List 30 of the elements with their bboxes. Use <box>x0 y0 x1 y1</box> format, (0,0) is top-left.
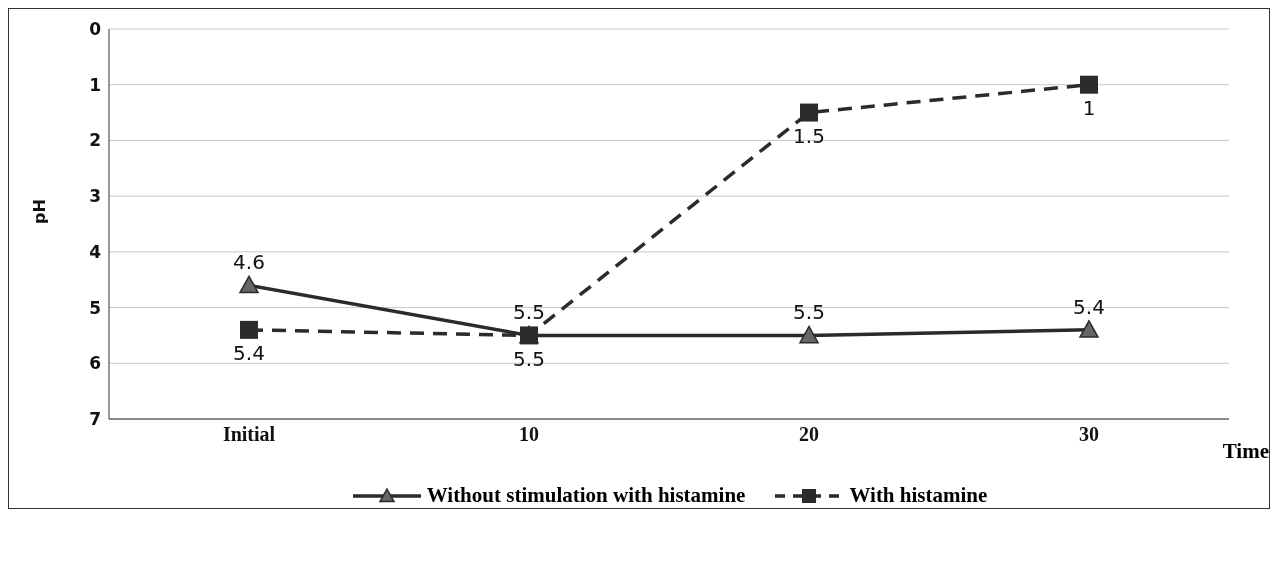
data-label: 5.4 <box>1073 294 1105 319</box>
point <box>799 325 819 344</box>
y-axis-title: pH <box>29 199 49 224</box>
y-tick-label: 1 <box>89 74 101 95</box>
data-label: 5.5 <box>513 300 545 325</box>
y-tick-label: 4 <box>89 241 102 262</box>
y-tick-label: 5 <box>89 297 101 318</box>
data-label: 1.5 <box>793 123 825 148</box>
y-tick-label: 6 <box>89 353 101 374</box>
legend-label: Without stimulation with histamine <box>426 483 746 508</box>
data-label: 4.6 <box>233 250 265 275</box>
x-tick-label: 10 <box>519 423 539 446</box>
y-tick-label: 3 <box>89 186 101 207</box>
x-tick-label: 30 <box>1079 423 1099 446</box>
x-tick-label: 20 <box>799 423 819 446</box>
point <box>1080 75 1098 94</box>
point <box>1079 320 1099 338</box>
x-axis-title: Time <box>1222 439 1269 464</box>
point <box>239 275 259 294</box>
y-tick-label: 7 <box>89 409 101 430</box>
data-label: 1 <box>1082 95 1096 120</box>
legend-label: With histamine <box>849 483 988 508</box>
data-label: 5.4 <box>233 341 265 366</box>
data-label: 5.5 <box>793 300 825 325</box>
y-tick-label: 0 <box>89 19 102 40</box>
data-label: 5.5 <box>513 346 545 371</box>
point <box>800 103 818 122</box>
point <box>240 320 258 339</box>
y-tick-label: 2 <box>89 130 101 151</box>
x-tick-label: Initial <box>222 423 276 446</box>
